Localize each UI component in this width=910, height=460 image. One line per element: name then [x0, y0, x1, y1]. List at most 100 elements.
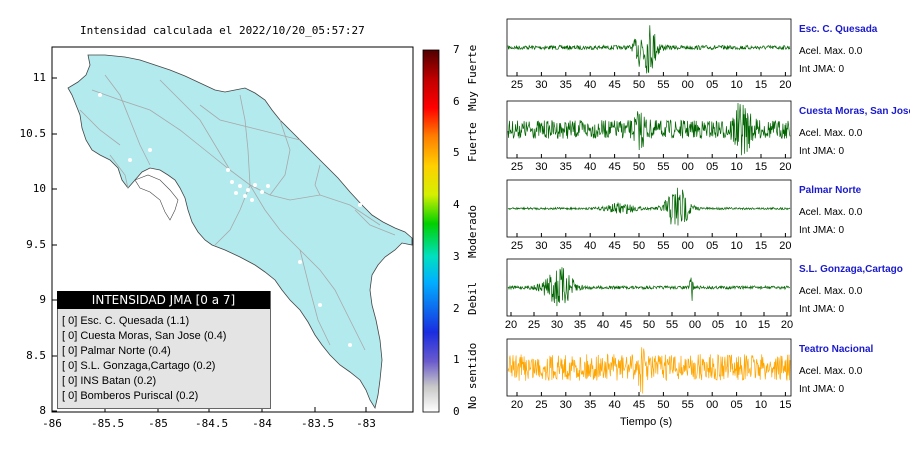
station-jma: Int JMA: 0: [799, 304, 845, 315]
seismogram-tick-label: 50: [642, 319, 656, 331]
seismogram-tick-label: 25: [510, 240, 524, 252]
station-jma: Int JMA: 0: [799, 225, 845, 236]
seismogram-tick-label: 05: [711, 319, 725, 331]
land-polygon: [67, 54, 413, 410]
seismogram-tick-label: 10: [730, 79, 743, 91]
map-title: Intensidad calculada el 2022/10/20_05:57…: [80, 24, 365, 37]
town-dot: [226, 168, 230, 172]
seismogram-tick-label: 40: [584, 161, 597, 173]
seismogram-tick-label: 35: [559, 240, 572, 252]
seismogram-tick-label: 45: [608, 240, 621, 252]
seismogram-tick-label: 55: [657, 79, 670, 91]
legend-item: [ 0] Cuesta Moras, San Jose (0.4): [62, 330, 227, 342]
road: [199, 104, 301, 141]
colorbar-tick: 4: [453, 198, 460, 212]
seismogram-tick-label: 20: [779, 240, 792, 252]
seismogram-tick-label: 30: [550, 319, 564, 331]
seismogram-tick-label: 50: [632, 240, 646, 252]
seismogram-tick-label: 05: [706, 161, 719, 173]
station-jma: Int JMA: 0: [799, 146, 845, 157]
road: [109, 154, 129, 189]
seismogram-tick-label: 50: [632, 161, 646, 173]
seismogram-tick-label: 30: [535, 79, 548, 91]
colorbar-tick: 7: [453, 43, 460, 56]
seismogram-tick-label: 45: [608, 79, 621, 91]
colorbar: [422, 49, 440, 413]
town-dot: [148, 148, 152, 152]
map-y-tick: 10: [32, 182, 46, 195]
seismogram-tick-label: 10: [754, 399, 768, 411]
road: [104, 74, 151, 166]
station-name: S.L. Gonzaga,Cartago: [799, 264, 903, 275]
station-accel: Acel. Max. 0.0: [799, 128, 863, 139]
colorbar-tick: 1: [453, 353, 460, 367]
colorbar-tick: 5: [453, 146, 460, 160]
town-dot: [338, 173, 342, 177]
seismogram-tick-label: 35: [559, 79, 572, 91]
seismogram-tick-label: 50: [632, 79, 646, 91]
town-dot: [253, 183, 257, 187]
town-dot: [230, 180, 234, 184]
road: [269, 119, 291, 196]
town-dot: [298, 260, 302, 264]
legend-item: [ 0] Esc. C. Quesada (1.1): [62, 315, 190, 327]
seismogram-tick-label: 25: [527, 319, 541, 331]
seismogram-tick-label: 10: [734, 319, 748, 331]
legend-item: [ 0] S.L. Gonzaga,Cartago (0.2): [62, 360, 216, 372]
town-dot: [260, 190, 264, 194]
seismogram-tick-label: 40: [608, 399, 621, 411]
map-y-tick: 9.5: [26, 238, 46, 251]
seismogram-tick-label: 10: [730, 240, 743, 252]
seismogram-tick-label: 00: [706, 399, 719, 411]
map-y-tick: 8: [39, 404, 46, 417]
town-dot: [246, 188, 250, 192]
seismogram-tick-label: 30: [559, 399, 572, 411]
seismogram-tick-label: 45: [608, 161, 621, 173]
seismogram-tick-label: 50: [657, 399, 670, 411]
seismogram-tick-label: 05: [706, 79, 719, 91]
legend-box: [57, 291, 271, 409]
station-accel: Acel. Max. 0.0: [799, 286, 863, 297]
seismogram-tick-label: 15: [757, 319, 771, 331]
seismogram-tick-label: 40: [596, 319, 610, 331]
seismogram-tick-label: 45: [619, 319, 633, 331]
seismogram-tick-label: 55: [665, 319, 679, 331]
station-accel: Acel. Max. 0.0: [799, 46, 863, 57]
road: [299, 249, 331, 346]
town-dot: [318, 303, 322, 307]
station-name: Esc. C. Quesada: [799, 24, 878, 35]
station-jma: Int JMA: 0: [799, 64, 845, 75]
station-name: Palmar Norte: [799, 185, 862, 196]
map-x-tick: -86: [42, 417, 62, 430]
legend-title: INTENSIDAD JMA [0 a 7]: [57, 291, 270, 309]
road: [91, 89, 381, 226]
seismogram-tick-label: 10: [730, 161, 743, 173]
road: [239, 94, 251, 186]
town-dot: [128, 158, 132, 162]
seismogram-tick-label: 55: [681, 399, 694, 411]
seismogram-tick-label: 35: [573, 319, 587, 331]
town-dot: [266, 184, 270, 188]
seismogram-tick-label: 20: [780, 319, 794, 331]
seismogram-tick-label: 15: [754, 161, 768, 173]
town-dot: [243, 194, 247, 198]
legend-item: [ 0] Palmar Norte (0.4): [62, 345, 171, 357]
map-x-tick: -83.5: [301, 417, 335, 430]
road-network: [79, 74, 396, 351]
colorbar-tick: 6: [453, 94, 460, 108]
colorbar-tick: 3: [453, 249, 460, 263]
town-dots: [98, 93, 362, 347]
seismogram-tick-label: 15: [754, 79, 768, 91]
road: [159, 79, 231, 171]
seismogram-tick-label: 05: [706, 240, 719, 252]
seismogram-frame: [506, 338, 792, 397]
seismogram-tick-label: 45: [632, 399, 646, 411]
x-axis-title: Tiempo (s): [620, 416, 673, 428]
colorbar-svg: [422, 49, 440, 413]
map-x-tick: -84.5: [195, 417, 229, 430]
seismogram-tick-label: 55: [657, 161, 670, 173]
seismogram-tick-label: 05: [730, 399, 743, 411]
gulf-of-nicoya: [134, 174, 179, 221]
town-dot: [250, 198, 254, 202]
